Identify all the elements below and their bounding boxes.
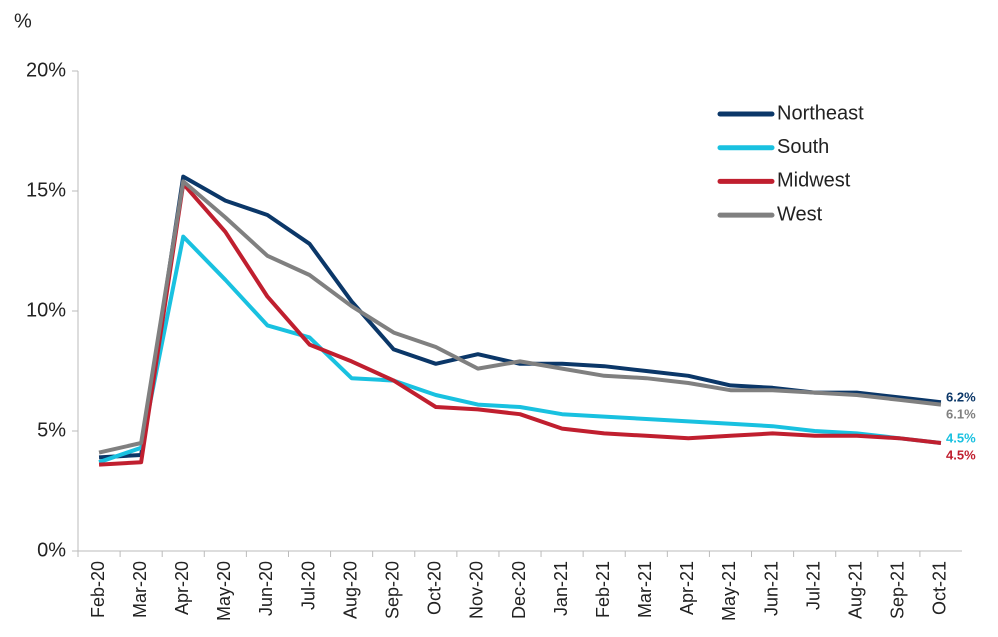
x-tick-label: Jan-21 xyxy=(551,561,571,616)
x-tick-label: Dec-20 xyxy=(509,561,529,619)
end-label: 4.5% xyxy=(946,447,976,462)
x-tick-label: Oct-20 xyxy=(425,561,445,615)
legend-label: Midwest xyxy=(777,170,851,192)
x-tick-label: Jun-21 xyxy=(761,561,781,616)
x-tick-label: May-21 xyxy=(719,561,739,621)
y-tick-label: 5% xyxy=(37,419,66,441)
y-tick-label: 0% xyxy=(37,539,66,561)
end-label: 6.2% xyxy=(946,390,976,405)
x-tick-label: May-20 xyxy=(214,561,234,621)
end-label: 4.5% xyxy=(946,430,976,445)
x-tick-label: Sep-20 xyxy=(382,561,402,619)
x-tick-label: Aug-21 xyxy=(846,561,866,619)
legend-label: Northeast xyxy=(777,102,864,124)
x-tick-label: Nov-20 xyxy=(467,561,487,619)
x-tick-label: Sep-21 xyxy=(888,561,908,619)
x-tick-label: Apr-21 xyxy=(677,561,697,615)
legend-label: South xyxy=(777,136,829,158)
legend-label: West xyxy=(777,203,823,225)
y-axis-label: % xyxy=(14,10,32,32)
series-line xyxy=(98,234,942,465)
x-tick-label: Oct-21 xyxy=(930,561,950,615)
x-tick-label: Jun-20 xyxy=(256,561,276,616)
x-tick-label: Jul-20 xyxy=(298,561,318,610)
x-tick-label: Feb-21 xyxy=(593,561,613,618)
x-tick-label: Jul-21 xyxy=(803,561,823,610)
series-line xyxy=(98,179,942,455)
x-tick-label: Apr-20 xyxy=(172,561,192,615)
y-tick-label: 15% xyxy=(26,179,66,201)
end-label: 6.1% xyxy=(946,407,976,422)
y-tick-label: 10% xyxy=(26,299,66,321)
x-tick-label: Feb-20 xyxy=(88,561,108,618)
x-tick-label: Aug-20 xyxy=(340,561,360,619)
series-line xyxy=(98,181,942,467)
x-tick-label: Mar-21 xyxy=(635,561,655,618)
x-tick-label: Mar-20 xyxy=(130,561,150,618)
y-tick-label: 20% xyxy=(26,59,66,81)
